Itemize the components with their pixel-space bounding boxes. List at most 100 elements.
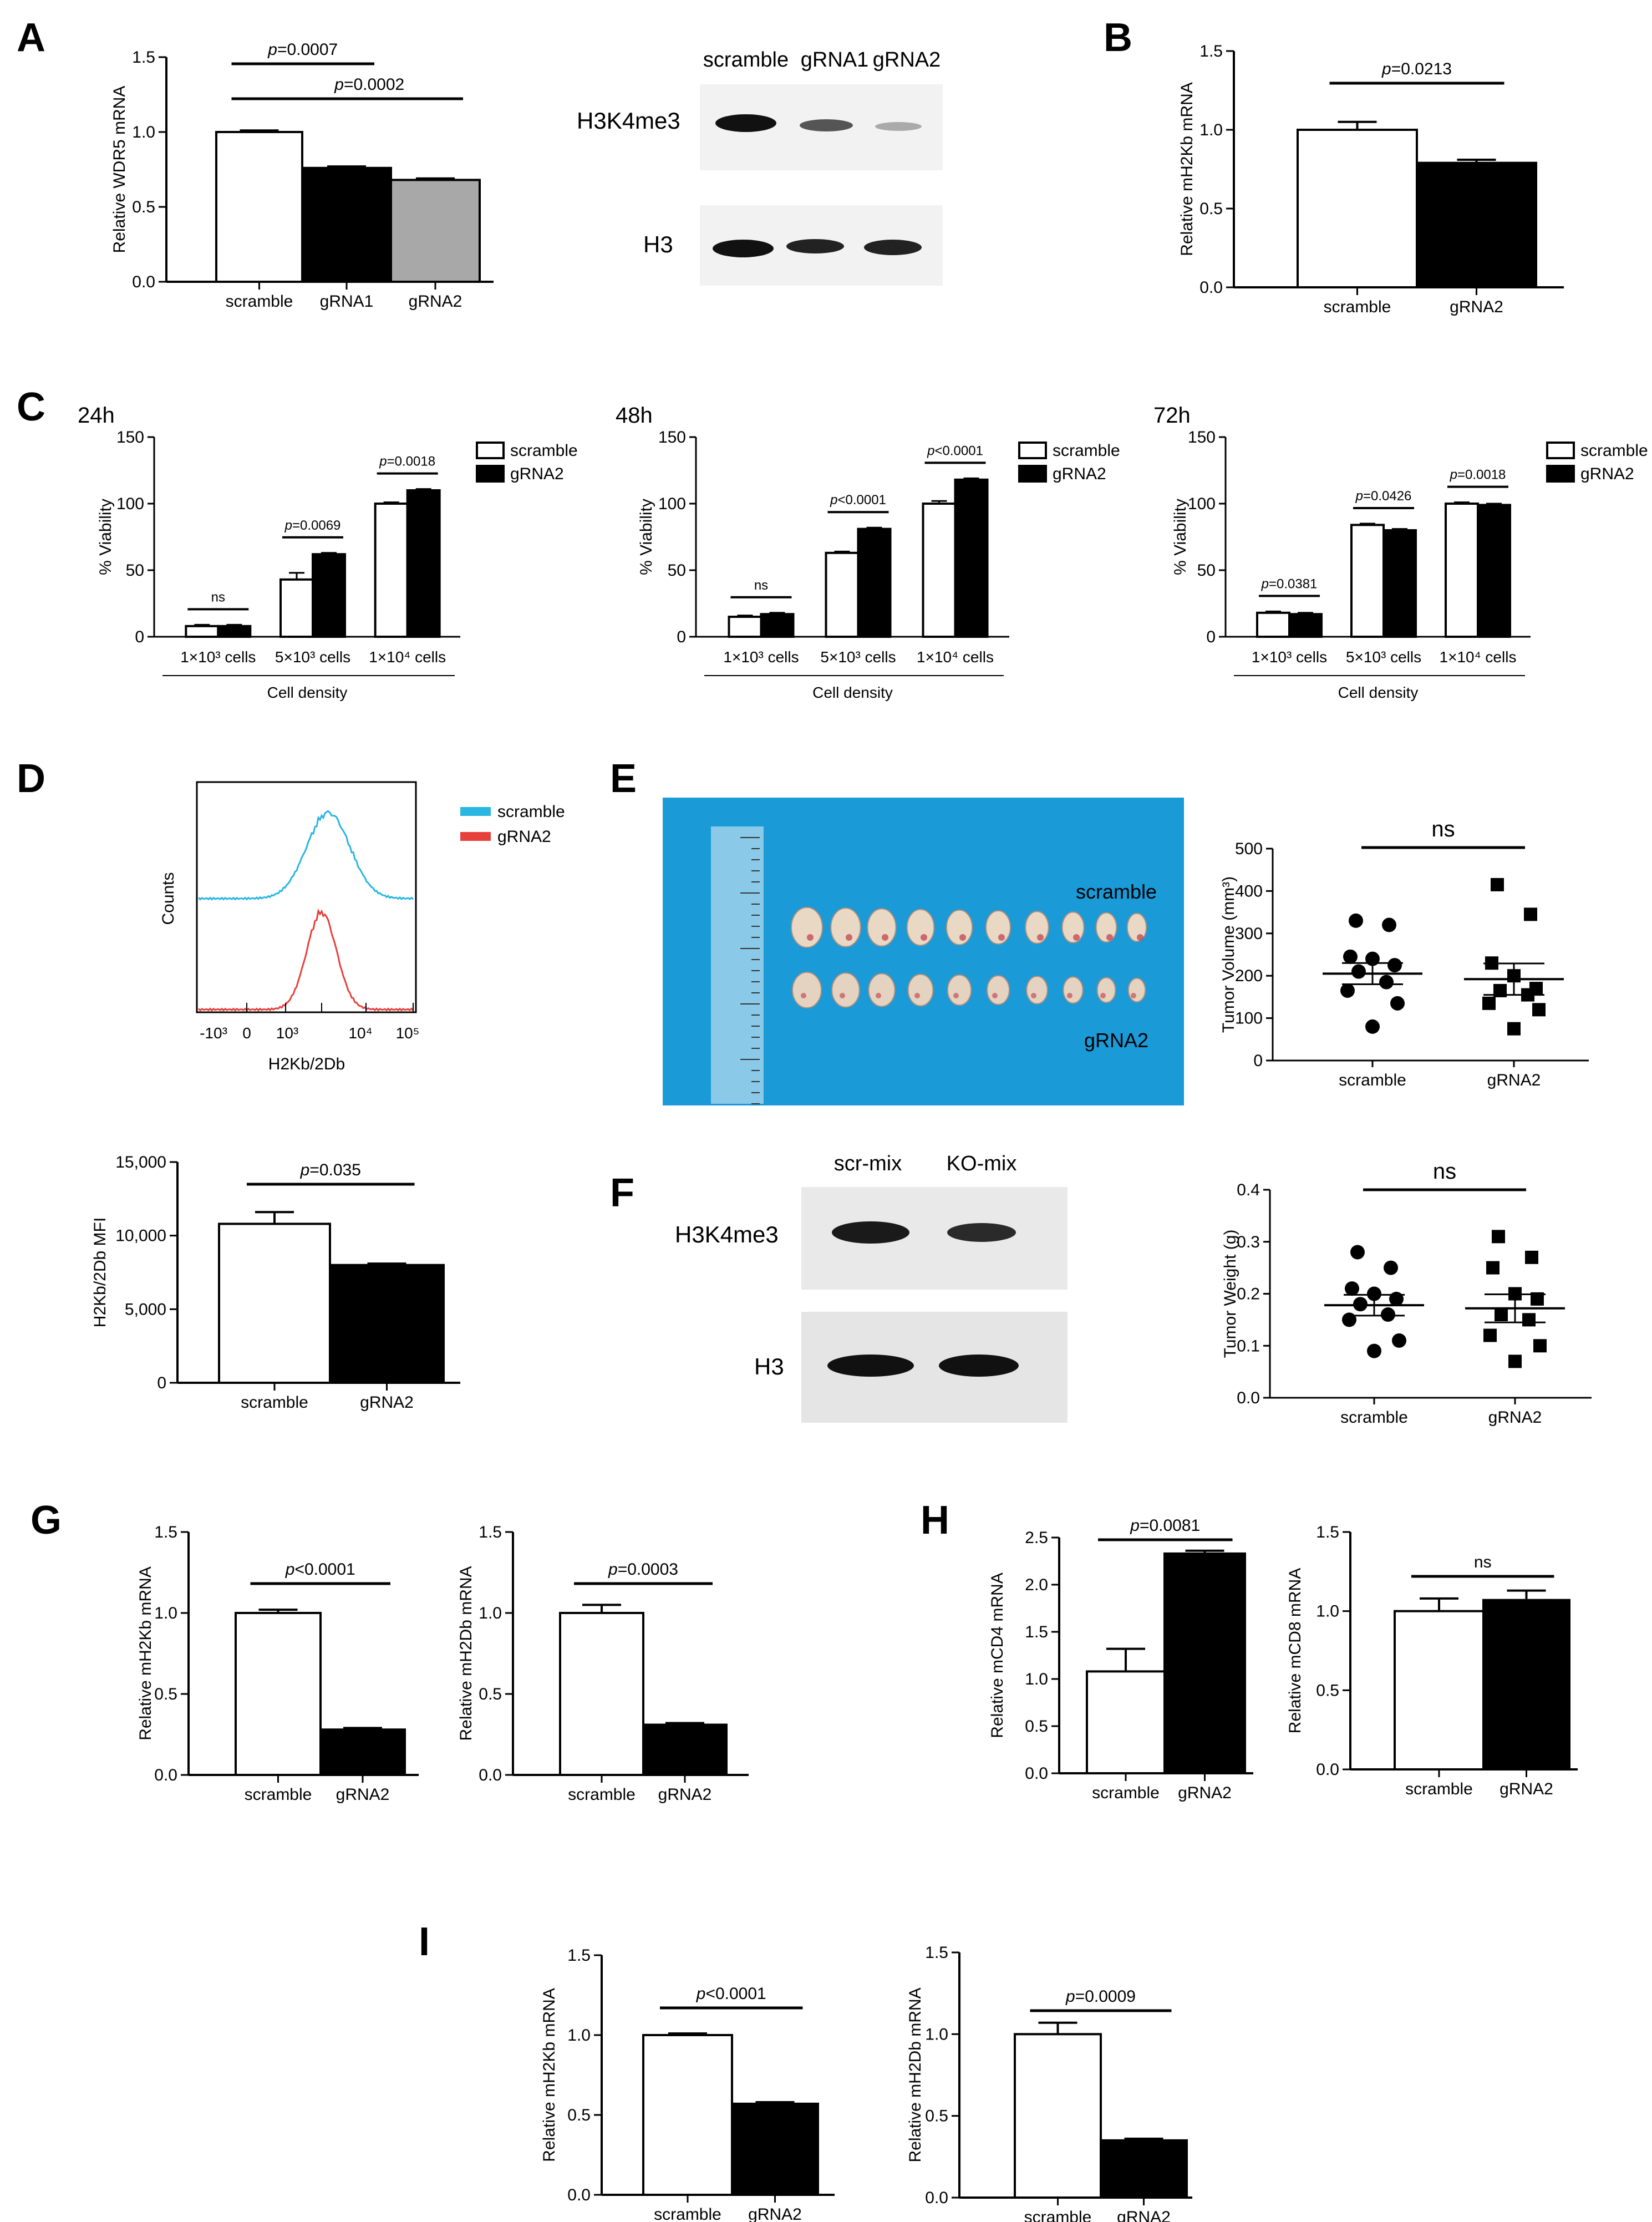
- tumor-blood-spot: [921, 934, 927, 941]
- chart-title: 24h: [78, 403, 115, 428]
- flow-trace-scramble: [197, 810, 414, 901]
- y-tick-label: 0: [1206, 628, 1216, 646]
- x-tick-label: 1×10³ cells: [180, 648, 256, 666]
- data-point: [1349, 913, 1363, 928]
- data-point: [1345, 1281, 1359, 1296]
- y-tick-label: 0.0: [1237, 1389, 1260, 1407]
- y-tick-label: 0.5: [925, 2107, 948, 2125]
- tumor-scramble: [1095, 912, 1117, 943]
- sig-label: p=0.0018: [379, 454, 435, 469]
- legend-swatch-scramble: [476, 442, 505, 459]
- y-tick-label: 1.0: [154, 1604, 177, 1622]
- chart-g2: 0.0 0.5 1.0 1.5 scramble gRNA2 p=0.0003 Relativ…: [457, 1523, 749, 1804]
- bar-scramble: [728, 616, 763, 638]
- chart-a: 0.0 0.5 1.0 1.5 scramble gRNA1 gRNA2 p=0.0007 p=…: [110, 40, 494, 311]
- bar-scramble: [1350, 524, 1385, 638]
- y-tick-label: 200: [1235, 967, 1263, 985]
- y-tick-label: 0.5: [132, 198, 155, 216]
- data-point: [1367, 1343, 1381, 1358]
- y-tick-label: 1.0: [925, 2025, 948, 2043]
- bar-grna2: [1382, 529, 1417, 638]
- x-tick-label: gRNA2: [1178, 1784, 1232, 1802]
- y-tick-label: 50: [1197, 561, 1216, 580]
- western-f-lane-2: KO-mix: [947, 1152, 1017, 1175]
- x-tick-label: gRNA2: [1450, 298, 1503, 316]
- sig-label: ns: [1431, 817, 1455, 841]
- band-f4: [939, 1354, 1019, 1377]
- data-point: [1507, 1022, 1521, 1036]
- tumor-grna2: [868, 973, 896, 1007]
- x-tick-label: scramble: [1405, 1780, 1473, 1798]
- panel-label-a: A: [17, 16, 45, 60]
- chart-title: 72h: [1153, 403, 1191, 428]
- western-a-row-2: H3: [643, 231, 673, 257]
- tumor-grna2: [907, 973, 934, 1007]
- x-tick-label: 1×10⁴ cells: [1440, 648, 1517, 666]
- x-tick-label: scramble: [654, 2205, 721, 2222]
- y-tick-label: 1.0: [1025, 1670, 1048, 1688]
- tumor-blood-spot: [914, 993, 920, 998]
- x-tick-label: scramble: [241, 1393, 308, 1412]
- sig-label: p=0.0069: [284, 518, 341, 533]
- y-tick-label: 50: [126, 561, 144, 580]
- tumor-specimens: [791, 907, 1147, 1008]
- y-axis-label: Tumor Volume (mm³): [1219, 876, 1238, 1033]
- x-tick-label: scramble: [245, 1785, 312, 1804]
- bar-scramble: [1256, 611, 1290, 638]
- chart-h1: 0.0 0.5 1.0 1.5 2.0 2.5 scramble gRNA2 p=0.0081 R…: [988, 1516, 1253, 1802]
- y-tick-label: 0.5: [1199, 200, 1223, 218]
- tumor-blood-spot: [801, 993, 806, 998]
- tumor-scramble: [867, 908, 897, 947]
- chart-c-48h: 48h 0 50 100 150 ns 1×10³ cells p<0.0001 5×10³ c…: [616, 403, 1120, 701]
- y-tick-label: 1.0: [1199, 121, 1223, 139]
- bar-scramble: [1014, 2033, 1102, 2199]
- legend-swatch-scramble: [1018, 442, 1047, 459]
- panel-label-f: F: [610, 1171, 634, 1215]
- y-tick-label: 0.0: [1025, 1764, 1048, 1783]
- y-tick-label: 1.0: [567, 2026, 591, 2045]
- bar-grna2: [1163, 1552, 1246, 1774]
- panel-label-d: D: [17, 757, 45, 801]
- sig-label: p=0.035: [300, 1161, 361, 1179]
- y-tick-label: 0.0: [925, 2189, 948, 2207]
- legend-label-scramble: scramble: [510, 442, 578, 460]
- x-tick-label: 1×10⁴ cells: [917, 648, 994, 666]
- x-tick-label: gRNA2: [409, 292, 462, 311]
- data-point: [1365, 1019, 1380, 1034]
- sig-label: ns: [211, 590, 225, 605]
- chart-c-24h: 24h 0 50 100 150 ns 1×10³ cells p=0.0069 5×10³ c…: [78, 403, 578, 701]
- y-tick-label: 0.0: [1199, 278, 1223, 297]
- flow-legend-swatch-grna2: [460, 832, 491, 841]
- y-tick-label: 0: [1253, 1052, 1263, 1070]
- y-tick-label: 0.2: [1237, 1285, 1260, 1303]
- bar-scramble: [185, 625, 220, 638]
- y-tick-label: 0.4: [1237, 1181, 1260, 1199]
- bar-grna2: [406, 489, 441, 638]
- bar-grna2: [954, 478, 989, 638]
- y-axis-label: Relative mH2Kb mRNA: [1178, 82, 1196, 256]
- sig-label: p=0.0018: [1450, 468, 1506, 483]
- tumor-scramble: [830, 907, 861, 947]
- y-tick-label: 0.5: [479, 1685, 502, 1703]
- chart-c-72h: 72h 0 50 100 150 p=0.0381 1×10³ cells p=0.0426 5…: [1153, 403, 1648, 701]
- data-point: [1382, 917, 1396, 932]
- tumor-grna2: [1127, 977, 1146, 1003]
- sig-label: p=0.0002: [334, 75, 404, 94]
- bar-grna2: [1482, 1599, 1570, 1771]
- legend-swatch-grna2: [476, 465, 505, 483]
- y-axis-label: Relative mH2Db mRNA: [906, 1987, 924, 2162]
- y-tick-label: 10,000: [115, 1227, 166, 1245]
- x-axis-label: Cell density: [812, 684, 893, 701]
- bar-grna2: [390, 179, 481, 283]
- legend-label-scramble: scramble: [1580, 442, 1648, 460]
- bar-scramble: [374, 503, 409, 638]
- y-tick-label: 2.5: [1025, 1529, 1048, 1547]
- data-point: [1483, 1328, 1497, 1342]
- x-tick-label: scramble: [1340, 1408, 1408, 1427]
- band-f2: [947, 1223, 1016, 1242]
- data-point: [1384, 1260, 1398, 1275]
- bar-scramble: [825, 551, 860, 638]
- western-a-lane-2: gRNA1: [801, 48, 869, 72]
- tumor-scramble: [985, 910, 1011, 945]
